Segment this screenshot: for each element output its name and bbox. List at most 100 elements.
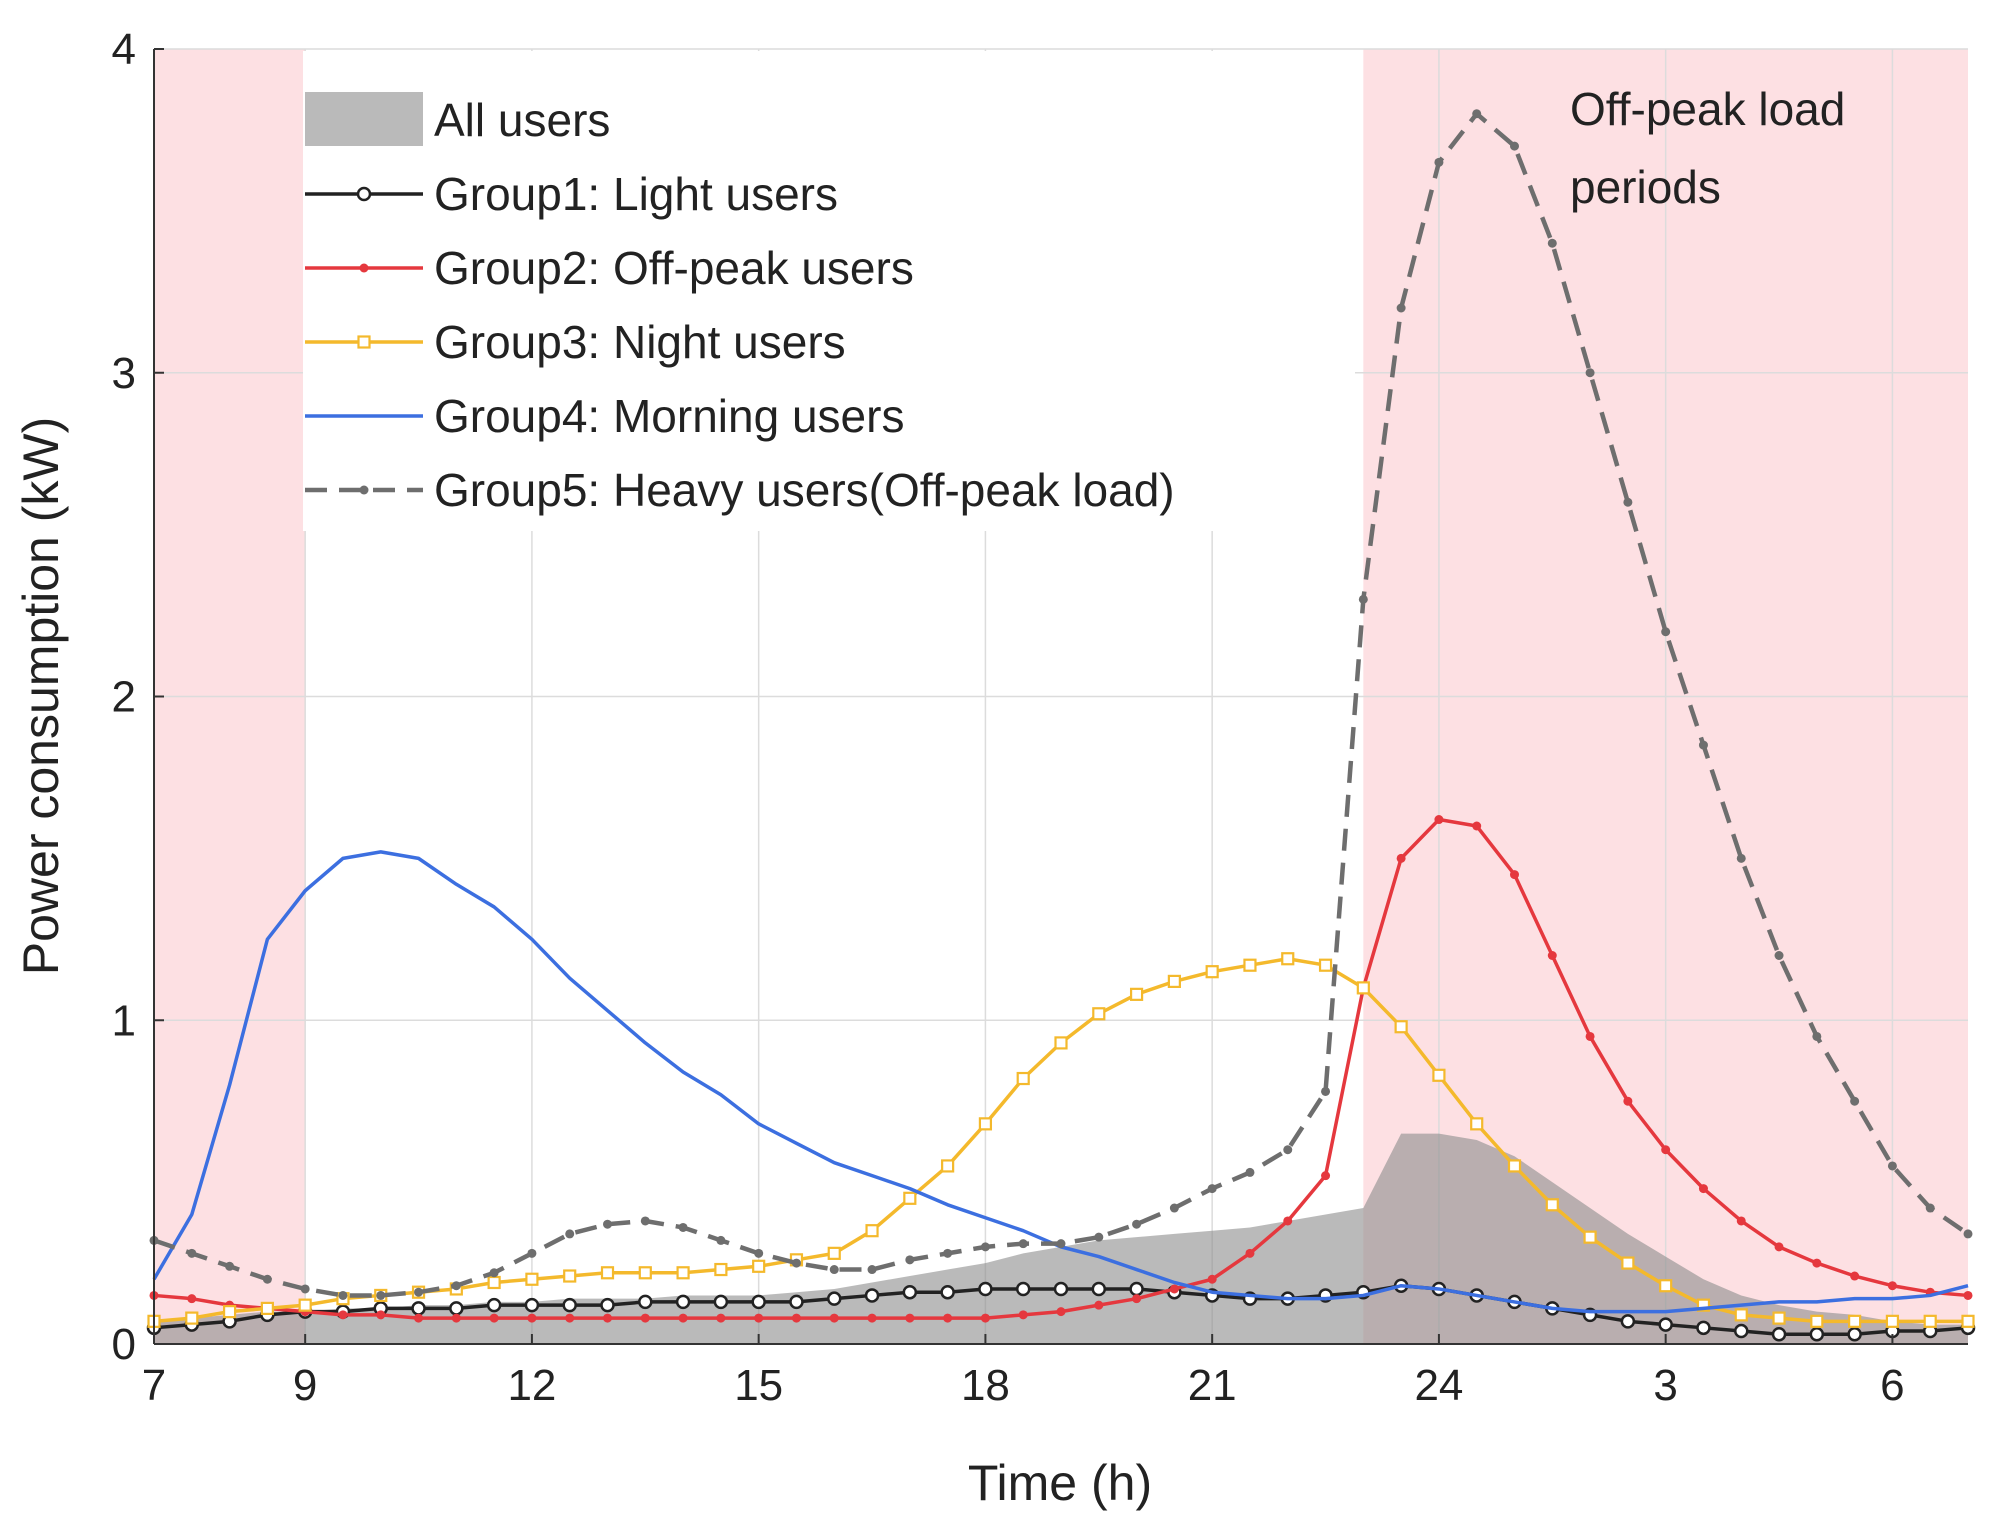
legend-label: All users	[434, 94, 610, 146]
marker	[1812, 1031, 1822, 1041]
marker	[864, 1288, 880, 1303]
marker	[827, 1291, 842, 1306]
marker	[1169, 1203, 1179, 1213]
marker	[1056, 1307, 1066, 1317]
marker	[1394, 1020, 1408, 1034]
x-tick-label: 9	[293, 1361, 317, 1410]
marker	[754, 1248, 764, 1258]
marker	[640, 1216, 650, 1226]
y-tick-label: 4	[112, 25, 136, 74]
marker	[1736, 1216, 1746, 1226]
marker	[562, 1297, 577, 1313]
marker	[1809, 1327, 1825, 1342]
marker	[1321, 1086, 1331, 1096]
x-tick-label: 3	[1653, 1361, 1677, 1410]
marker	[1621, 1256, 1635, 1270]
marker	[1887, 1161, 1897, 1171]
marker	[1850, 1096, 1860, 1106]
marker	[1132, 1219, 1142, 1229]
marker	[563, 1269, 577, 1283]
marker	[1281, 952, 1295, 966]
marker	[1318, 958, 1333, 972]
marker	[1812, 1258, 1822, 1268]
marker	[1283, 1145, 1293, 1155]
x-tick-label: 21	[1188, 1361, 1237, 1410]
marker	[222, 1305, 237, 1319]
marker	[791, 1313, 801, 1323]
marker	[903, 1191, 917, 1205]
marker	[678, 1222, 688, 1232]
legend-swatch	[305, 92, 423, 146]
x-axis-label: Time (h)	[968, 1455, 1152, 1511]
marker	[751, 1294, 766, 1310]
marker	[675, 1294, 691, 1310]
legend-marker	[356, 186, 372, 202]
marker	[978, 1281, 993, 1297]
marker	[1207, 1274, 1217, 1284]
marker	[941, 1159, 955, 1173]
marker	[225, 1261, 235, 1271]
marker	[1507, 1159, 1522, 1173]
marker	[527, 1313, 537, 1323]
marker	[1129, 987, 1144, 1001]
marker	[1620, 1314, 1636, 1329]
legend-label: Group5: Heavy users(Off-peak load)	[434, 464, 1175, 516]
marker	[980, 1242, 990, 1252]
marker	[1661, 1145, 1671, 1155]
marker	[300, 1284, 310, 1294]
marker	[1774, 951, 1784, 960]
series	[149, 109, 1973, 1300]
x-tick-label: 18	[961, 1361, 1010, 1410]
marker	[1054, 1036, 1068, 1050]
marker	[1771, 1327, 1787, 1342]
marker	[338, 1290, 348, 1300]
marker	[1167, 974, 1181, 989]
annotation: Off-peak load	[1570, 83, 1845, 135]
marker	[1432, 1068, 1446, 1082]
marker	[1698, 740, 1708, 750]
marker	[489, 1268, 499, 1278]
marker	[1963, 1290, 1973, 1300]
marker	[752, 1259, 766, 1273]
marker	[600, 1266, 615, 1280]
x-tick-label: 15	[734, 1361, 783, 1410]
marker	[1885, 1314, 1900, 1328]
legend-box	[303, 51, 1355, 531]
x-tick-label: 24	[1414, 1361, 1463, 1410]
legend-label: Group1: Light users	[434, 168, 838, 220]
marker	[789, 1294, 804, 1310]
legend: All users Group1: Light users Group2: Off-…	[303, 51, 1355, 531]
marker	[640, 1313, 650, 1323]
marker	[1848, 1314, 1862, 1328]
marker	[1696, 1298, 1711, 1312]
marker	[716, 1313, 726, 1323]
marker	[414, 1287, 424, 1297]
marker	[943, 1313, 953, 1323]
marker	[1847, 1327, 1862, 1342]
marker	[527, 1248, 537, 1258]
marker	[1470, 1117, 1484, 1131]
marker	[678, 1313, 688, 1323]
marker	[1661, 627, 1671, 637]
marker	[1207, 1184, 1217, 1194]
legend-marker	[357, 335, 371, 349]
marker	[185, 1311, 199, 1325]
marker	[187, 1248, 197, 1258]
marker	[638, 1266, 652, 1280]
marker	[1734, 1323, 1749, 1339]
marker	[603, 1219, 612, 1229]
marker	[1583, 1230, 1597, 1244]
marker	[486, 1297, 502, 1313]
marker	[905, 1313, 915, 1323]
marker	[376, 1310, 386, 1320]
marker	[791, 1258, 801, 1268]
marker	[1963, 1229, 1973, 1239]
marker	[1169, 1284, 1179, 1294]
marker	[1396, 853, 1406, 863]
annotation: periods	[1570, 161, 1721, 213]
y-tick-label: 2	[112, 673, 136, 722]
marker	[867, 1265, 877, 1275]
marker	[1961, 1314, 1975, 1328]
marker	[980, 1313, 990, 1323]
